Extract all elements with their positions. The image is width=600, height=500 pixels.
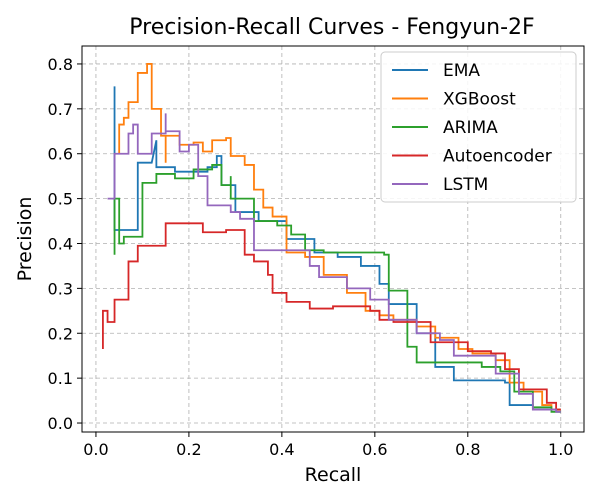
y-axis-label: Precision bbox=[14, 197, 36, 282]
y-tick-label: 0.5 bbox=[48, 190, 73, 209]
x-tick-label: 0.8 bbox=[455, 440, 480, 459]
series-lines bbox=[102, 63, 561, 413]
legend-label-autoencoder: Autoencoder bbox=[443, 147, 552, 167]
y-tick-label: 0.2 bbox=[48, 324, 73, 343]
series-line-arima bbox=[113, 164, 561, 413]
x-tick-label: 1.0 bbox=[548, 440, 573, 459]
plot-area-frame bbox=[81, 45, 585, 433]
x-axis-label: Recall bbox=[305, 464, 362, 486]
legend-label-xgboost: XGBoost bbox=[443, 90, 516, 110]
legend-label-arima: ARIMA bbox=[443, 118, 498, 138]
x-tick-label: 0.0 bbox=[83, 440, 108, 459]
y-tick-label: 0.4 bbox=[48, 234, 73, 253]
x-tick-label: 0.6 bbox=[362, 440, 387, 459]
legend: EMA XGBoost ARIMA Autoencoder LSTM bbox=[380, 51, 577, 203]
series-line-autoencoder bbox=[102, 222, 561, 411]
axis-ticks: 0.0 0.2 0.4 0.6 0.8 1.0 0.0 0.1 0.2 0.3 0.4 0.5 0.6 0… bbox=[48, 55, 574, 459]
series-line-lstm bbox=[107, 113, 561, 413]
legend-label-lstm: LSTM bbox=[443, 175, 488, 195]
y-tick-label: 0.1 bbox=[48, 369, 73, 388]
y-tick-label: 0.6 bbox=[48, 145, 73, 164]
legend-label-ema: EMA bbox=[443, 61, 480, 81]
legend-box bbox=[380, 51, 577, 203]
x-tick-label: 0.4 bbox=[269, 440, 294, 459]
y-tick-label: 0.7 bbox=[48, 100, 73, 119]
chart-title: Precision-Recall Curves - Fengyun-2F bbox=[129, 15, 534, 40]
x-tick-label: 0.2 bbox=[176, 440, 201, 459]
y-tick-label: 0.0 bbox=[48, 414, 73, 433]
series-line-ema bbox=[113, 86, 561, 411]
y-tick-label: 0.3 bbox=[48, 279, 73, 298]
y-tick-label: 0.8 bbox=[48, 55, 73, 74]
